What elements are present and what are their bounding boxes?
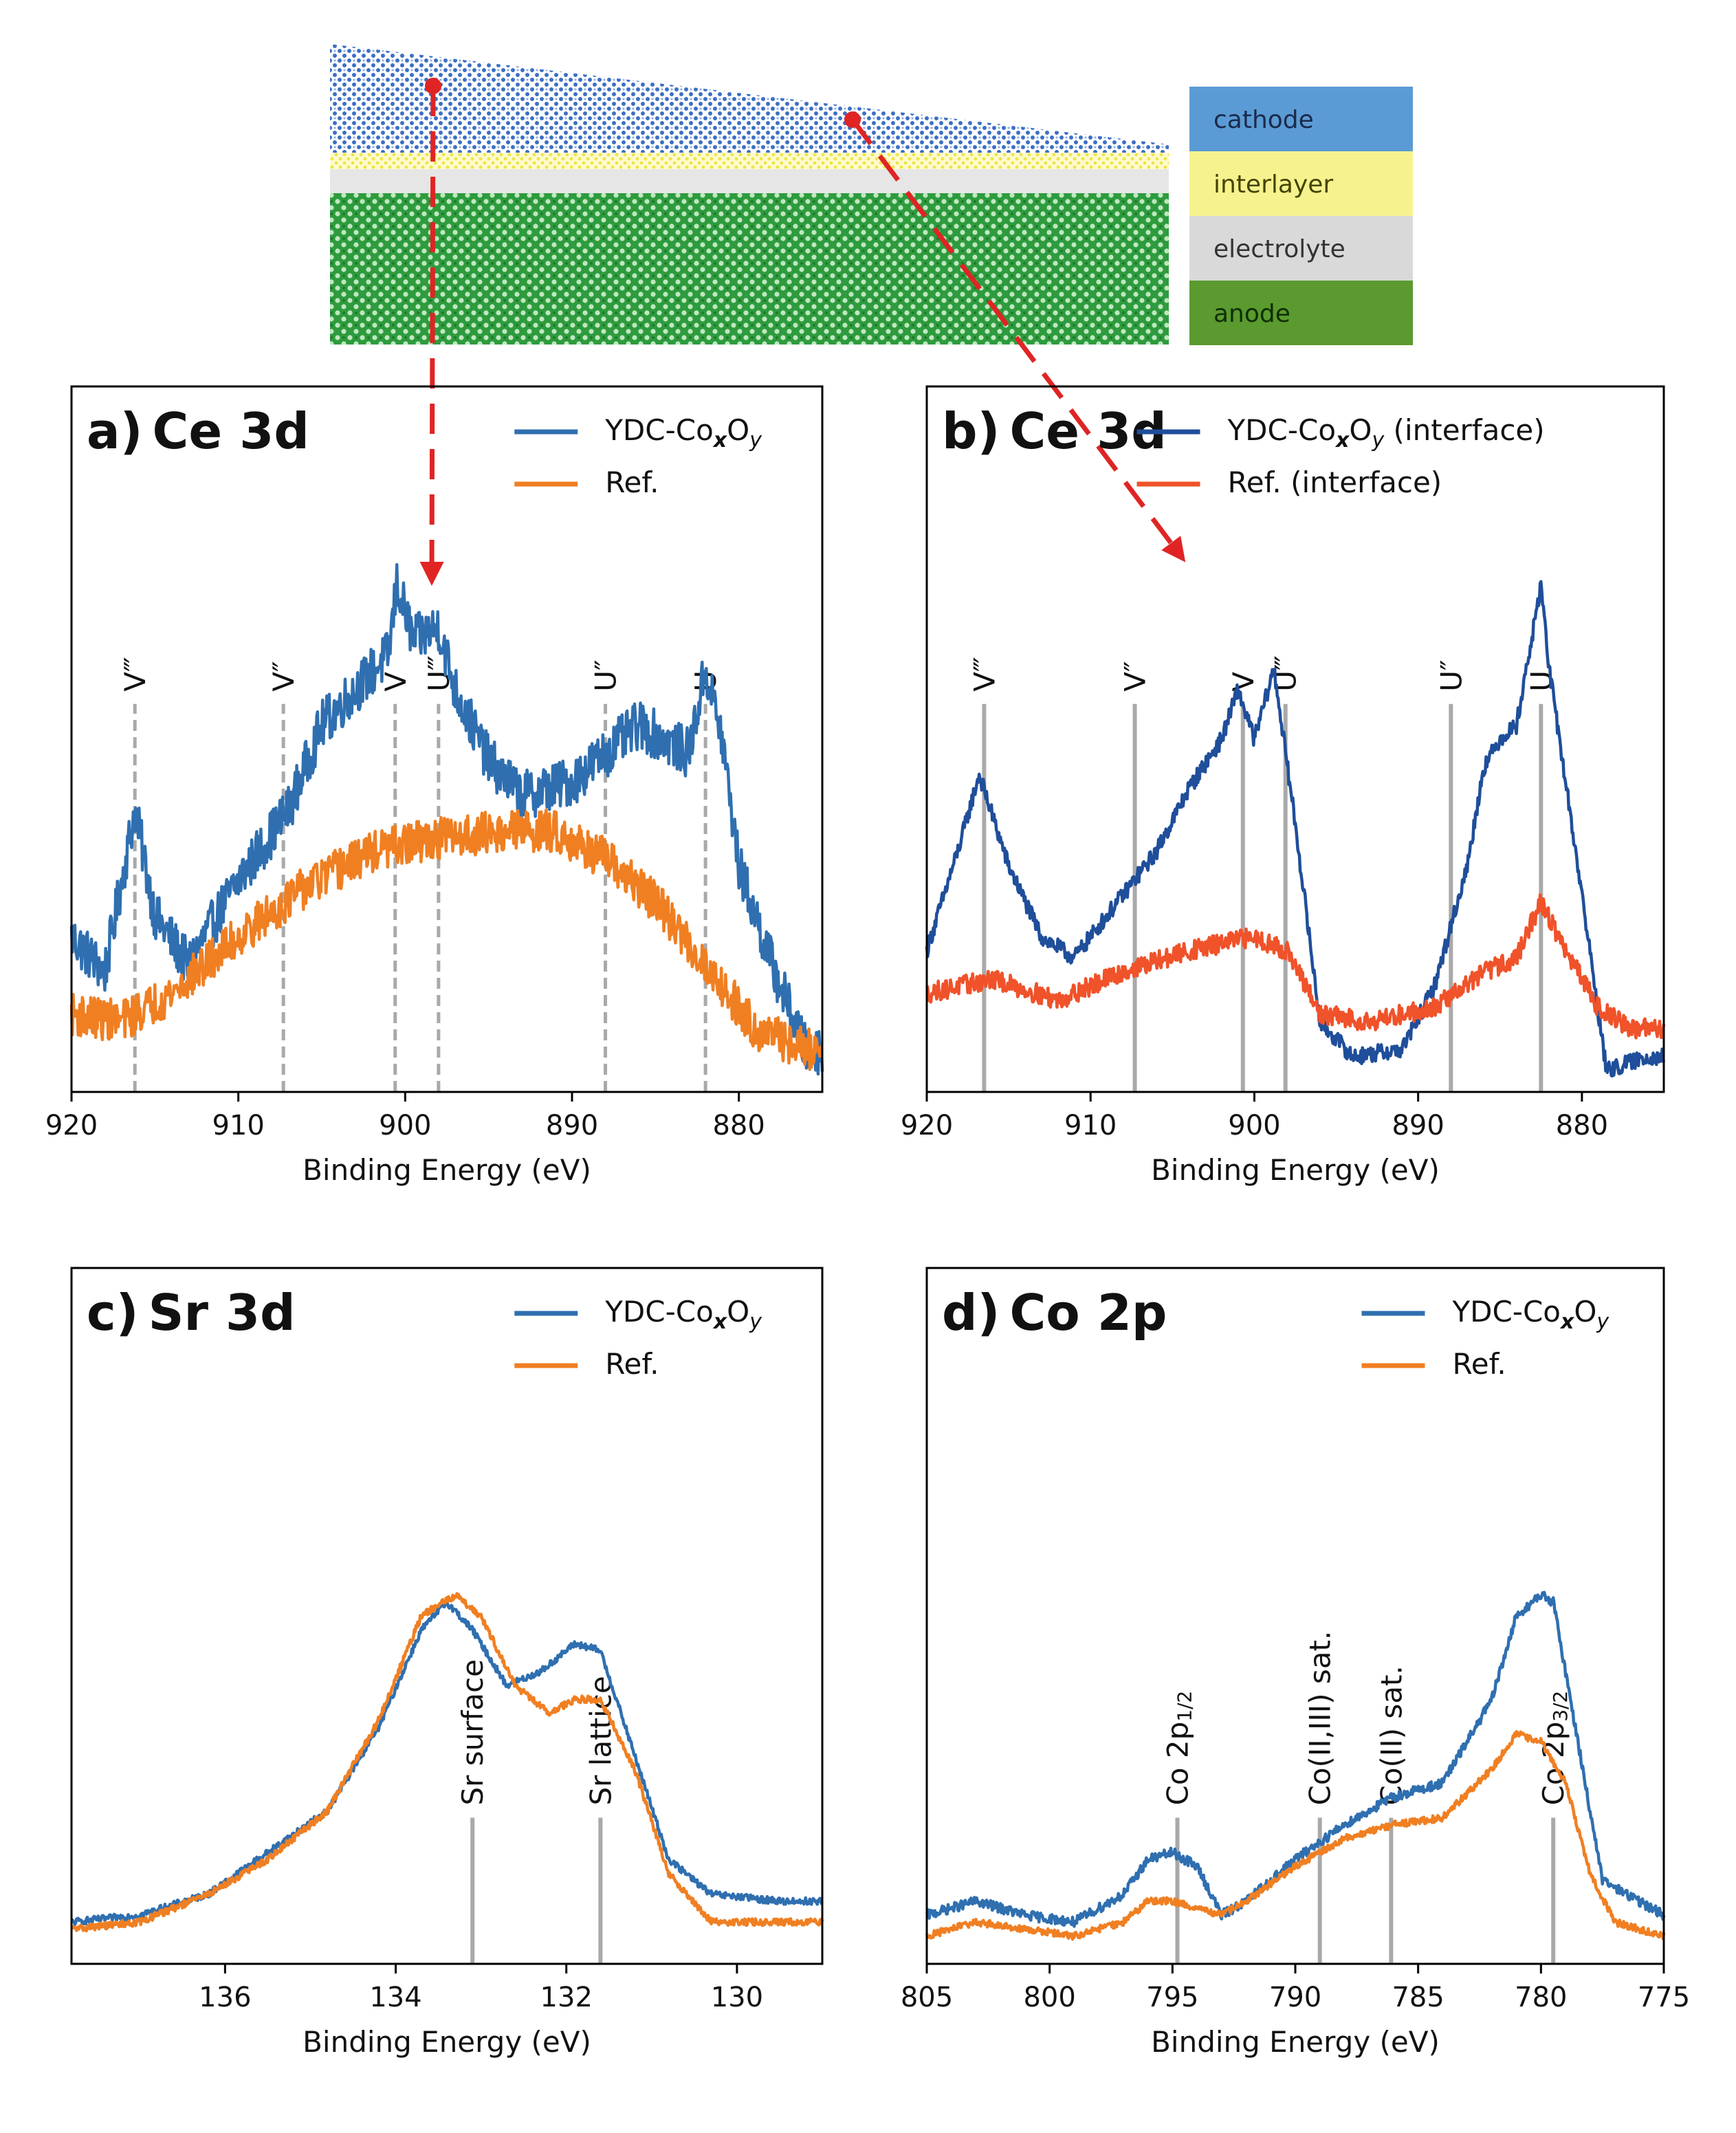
x-tick-label-1: 910 <box>1064 1110 1117 1141</box>
legend-entry-1: Ref. <box>605 466 659 499</box>
legend-entry-1: Ref. (interface) <box>1228 466 1442 499</box>
x-tick-label-3: 790 <box>1269 1982 1321 2013</box>
x-tick-label-3: 890 <box>546 1110 598 1141</box>
panel-title: c) Sr 3d <box>87 1284 296 1342</box>
measurement-arrows <box>419 78 1186 586</box>
x-tick-label-4: 880 <box>712 1110 765 1141</box>
legend-entry-1: Ref. <box>1452 1347 1506 1381</box>
x-tick-label-2: 900 <box>379 1110 431 1141</box>
legend-label-cathode: cathode <box>1213 106 1314 134</box>
arrow-to-panel-a <box>419 85 444 586</box>
legend-entry-0: YDC-CoxOy <box>604 1295 762 1334</box>
marker-label-0: V‴ <box>967 657 1001 692</box>
x-tick-label-1: 800 <box>1023 1982 1075 2013</box>
x-tick-label-3: 890 <box>1392 1110 1444 1141</box>
x-tick-label-4: 785 <box>1392 1982 1444 2013</box>
cell-schematic <box>330 44 1169 344</box>
x-axis-label: Binding Energy (eV) <box>1151 2025 1440 2059</box>
marker-label-0: V‴ <box>118 657 152 692</box>
legend-swatch-anode <box>1189 281 1413 345</box>
marker-label-4: U″ <box>589 659 622 691</box>
series-line-1 <box>70 1592 824 1933</box>
series-line-0 <box>70 1599 824 1927</box>
marker-label-0: Co 2p1/2 <box>1161 1691 1196 1806</box>
x-tick-label-3: 130 <box>711 1982 763 2013</box>
legend-label-electrolyte: electrolyte <box>1213 235 1345 263</box>
cathode-layer <box>330 44 1169 153</box>
anode-layer <box>330 193 1169 344</box>
marker-label-2: V <box>1226 672 1260 692</box>
marker-label-2: Co(II) sat. <box>1374 1665 1408 1805</box>
x-tick-label-2: 132 <box>540 1982 593 2013</box>
series-line-0 <box>925 1590 1666 1928</box>
x-tick-label-1: 134 <box>369 1982 421 2013</box>
x-tick-label-4: 880 <box>1556 1110 1608 1141</box>
legend-entry-0: YDC-CoxOy <box>1451 1295 1609 1334</box>
marker-label-2: V <box>378 672 412 692</box>
marker-label-4: U″ <box>1434 659 1468 691</box>
x-tick-label-2: 900 <box>1228 1110 1280 1141</box>
legend-swatch-cathode <box>1189 87 1413 151</box>
marker-label-0: Sr surface <box>456 1659 490 1806</box>
plot-frame <box>925 385 1665 1093</box>
marker-label-1: Co(II,III) sat. <box>1303 1631 1337 1806</box>
legend-label-interlayer: interlayer <box>1213 171 1333 199</box>
legend-entry-0: YDC-CoxOy <box>604 413 762 452</box>
series-line-1 <box>69 808 824 1071</box>
legend-swatch-electrolyte <box>1189 216 1413 281</box>
series-line-1 <box>925 1729 1666 1941</box>
x-tick-label-0: 805 <box>901 1982 953 2013</box>
marker-label-1: V″ <box>1118 661 1152 691</box>
legend-label-anode: anode <box>1213 300 1290 328</box>
x-axis-label: Binding Energy (eV) <box>303 2025 591 2059</box>
legend-entry-1: Ref. <box>605 1347 659 1381</box>
plot-frame <box>70 1267 824 1965</box>
plot-frame <box>70 385 824 1093</box>
layer-legend: cathode interlayer electrolyte anode <box>1189 87 1413 345</box>
series-line-0 <box>69 562 824 1076</box>
x-axis-label: Binding Energy (eV) <box>303 1153 591 1187</box>
x-tick-label-0: 136 <box>199 1982 251 2013</box>
electrolyte-layer <box>330 169 1169 193</box>
legend-entry-0: YDC-CoxOy (interface) <box>1227 413 1545 452</box>
marker-label-1: V″ <box>267 661 300 691</box>
legend-swatch-interlayer <box>1189 151 1413 216</box>
series-line-0 <box>925 580 1666 1078</box>
x-tick-label-5: 780 <box>1515 1982 1567 2013</box>
x-tick-label-1: 910 <box>212 1110 264 1141</box>
series-line-1 <box>925 893 1666 1040</box>
x-tick-label-0: 920 <box>901 1110 953 1141</box>
x-tick-label-2: 795 <box>1146 1982 1198 2013</box>
panel-d: Co 2p1/2 Co(II,III) sat. Co(II) sat. Co 2p3… <box>901 1267 1690 2059</box>
x-axis-label: Binding Energy (eV) <box>1151 1153 1440 1187</box>
arrow-to-panel-b <box>850 118 1186 562</box>
x-tick-label-6: 775 <box>1638 1982 1690 2013</box>
panel-title: b) Ce 3d <box>942 402 1167 460</box>
interlayer-layer <box>330 153 1169 169</box>
x-tick-label-0: 920 <box>45 1110 98 1141</box>
panel-title: a) Ce 3d <box>87 402 309 460</box>
panel-title: d) Co 2p <box>942 1284 1167 1342</box>
